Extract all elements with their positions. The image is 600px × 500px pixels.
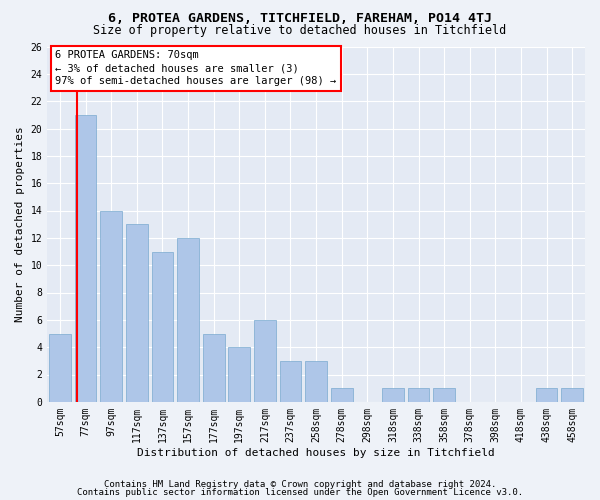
Bar [177, 238, 199, 402]
Y-axis label: Number of detached properties: Number of detached properties [15, 126, 25, 322]
Text: Size of property relative to detached houses in Titchfield: Size of property relative to detached ho… [94, 24, 506, 37]
Bar [254, 320, 276, 402]
Bar [433, 388, 455, 402]
X-axis label: Distribution of detached houses by size in Titchfield: Distribution of detached houses by size … [137, 448, 495, 458]
Bar [152, 252, 173, 402]
Bar [562, 388, 583, 402]
Text: 6, PROTEA GARDENS, TITCHFIELD, FAREHAM, PO14 4TJ: 6, PROTEA GARDENS, TITCHFIELD, FAREHAM, … [108, 12, 492, 26]
Bar [305, 361, 327, 402]
Bar [280, 361, 301, 402]
Bar [126, 224, 148, 402]
Text: 6 PROTEA GARDENS: 70sqm
← 3% of detached houses are smaller (3)
97% of semi-deta: 6 PROTEA GARDENS: 70sqm ← 3% of detached… [55, 50, 337, 86]
Bar [382, 388, 404, 402]
Bar [331, 388, 353, 402]
Bar [100, 210, 122, 402]
Bar [229, 347, 250, 402]
Text: Contains HM Land Registry data © Crown copyright and database right 2024.: Contains HM Land Registry data © Crown c… [104, 480, 496, 489]
Bar [49, 334, 71, 402]
Bar [203, 334, 224, 402]
Bar [407, 388, 430, 402]
Bar [536, 388, 557, 402]
Text: Contains public sector information licensed under the Open Government Licence v3: Contains public sector information licen… [77, 488, 523, 497]
Bar [74, 115, 97, 402]
